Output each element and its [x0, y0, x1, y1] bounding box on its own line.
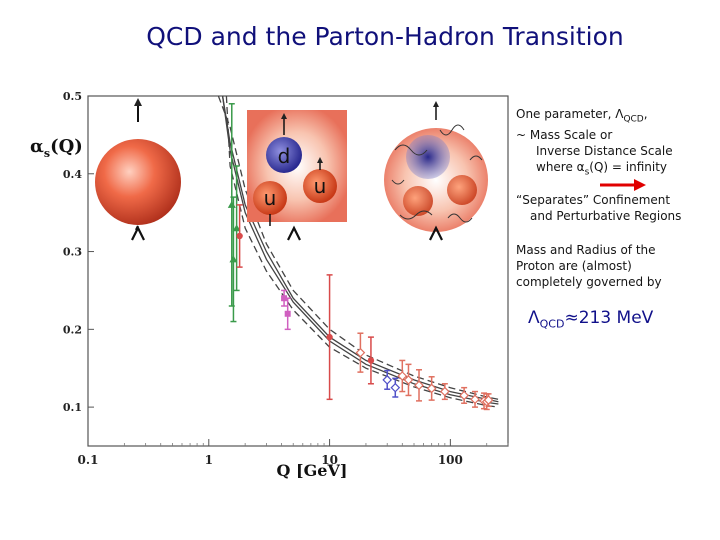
data-point-s3-1: [390, 382, 401, 393]
data-point-s1-0: [236, 232, 243, 240]
data-point-s2-1: [284, 310, 291, 317]
y-tick-label-4: 0.5: [63, 90, 82, 103]
side-text-block-2: “Separates” Confinement and Perturbative…: [516, 192, 716, 224]
data-points: [227, 103, 494, 411]
y-tick-label-2: 0.3: [63, 246, 82, 259]
data-point-s1-1: [326, 333, 333, 341]
quark-inset: d u u: [247, 110, 347, 241]
side-line-2: ~ Mass Scale or: [516, 128, 613, 143]
x-axis-ticks: 0.1 1 10 100: [78, 439, 509, 467]
data-point-s3-0: [382, 375, 393, 385]
slide-title: QCD and the Parton-Hadron Transition: [146, 22, 624, 51]
side-text-block-1: One parameter, ΛQCD, ~ Mass Scale or Inv…: [516, 106, 716, 181]
data-point-s4-10: [483, 395, 494, 405]
plot-frame: [87, 95, 509, 447]
data-point-s4-1: [397, 371, 408, 381]
x-tick-label-2: 10: [321, 453, 338, 467]
d-quark-label: d: [278, 144, 291, 168]
data-point-s0-0: [227, 200, 236, 208]
side-line-8: Proton are (almost): [516, 259, 632, 273]
data-point-s4-0: [355, 347, 366, 358]
u-quark-1: [253, 181, 287, 215]
x-tick-label-1: 1: [205, 453, 213, 467]
data-point-s4-3: [414, 380, 424, 391]
y-tick-label-3: 0.4: [63, 168, 82, 181]
u-quark-1-label: u: [264, 186, 277, 210]
data-point-s4-7: [470, 394, 480, 405]
y-tick-label-1: 0.2: [63, 323, 82, 336]
x-tick-label-3: 100: [438, 453, 463, 467]
side-line-9: completely governed by: [516, 275, 662, 289]
data-point-s1-2: [367, 357, 375, 364]
side-line-7: Mass and Radius of the: [516, 243, 656, 257]
y-tick-label-0: 0.1: [63, 401, 82, 414]
data-point-s0-2: [229, 255, 238, 263]
side-line-3: Inverse Distance Scale: [536, 144, 673, 159]
x-tick-label-0: 0.1: [78, 453, 99, 467]
data-point-s4-5: [439, 386, 450, 397]
data-point-s4-4: [426, 383, 437, 394]
y-axis-ticks: 0.1 0.2 0.3 0.4 0.5: [63, 90, 94, 414]
d-quark: [266, 137, 302, 173]
red-arrow-head: [634, 179, 646, 191]
side-text-block-3: Mass and Radius of the Proton are (almos…: [516, 242, 716, 290]
y-axis-label: αs(Q): [30, 136, 83, 160]
side-line-1: One parameter, ΛQCD,: [516, 107, 648, 125]
theory-curve-2: [217, 95, 499, 400]
x-axis-label: Q [GeV]: [277, 461, 348, 480]
side-line-6: and Perturbative Regions: [530, 209, 682, 223]
u-quark-2-label: u: [314, 174, 327, 198]
lambda-qcd-value: ΛQCD≈213 MeV: [528, 308, 654, 331]
side-line-4: where αs(Q) = infinity: [536, 160, 668, 178]
proton-ball-inset: [95, 98, 181, 241]
data-point-s2-0: [281, 295, 288, 302]
u-quark-2: [303, 169, 337, 203]
data-point-s4-6: [459, 390, 469, 401]
data-point-s0-1: [232, 224, 241, 232]
side-line-5: “Separates” Confinement: [516, 193, 671, 207]
gluon-sea-inset: [384, 101, 488, 241]
data-point-s4-2: [403, 375, 414, 385]
